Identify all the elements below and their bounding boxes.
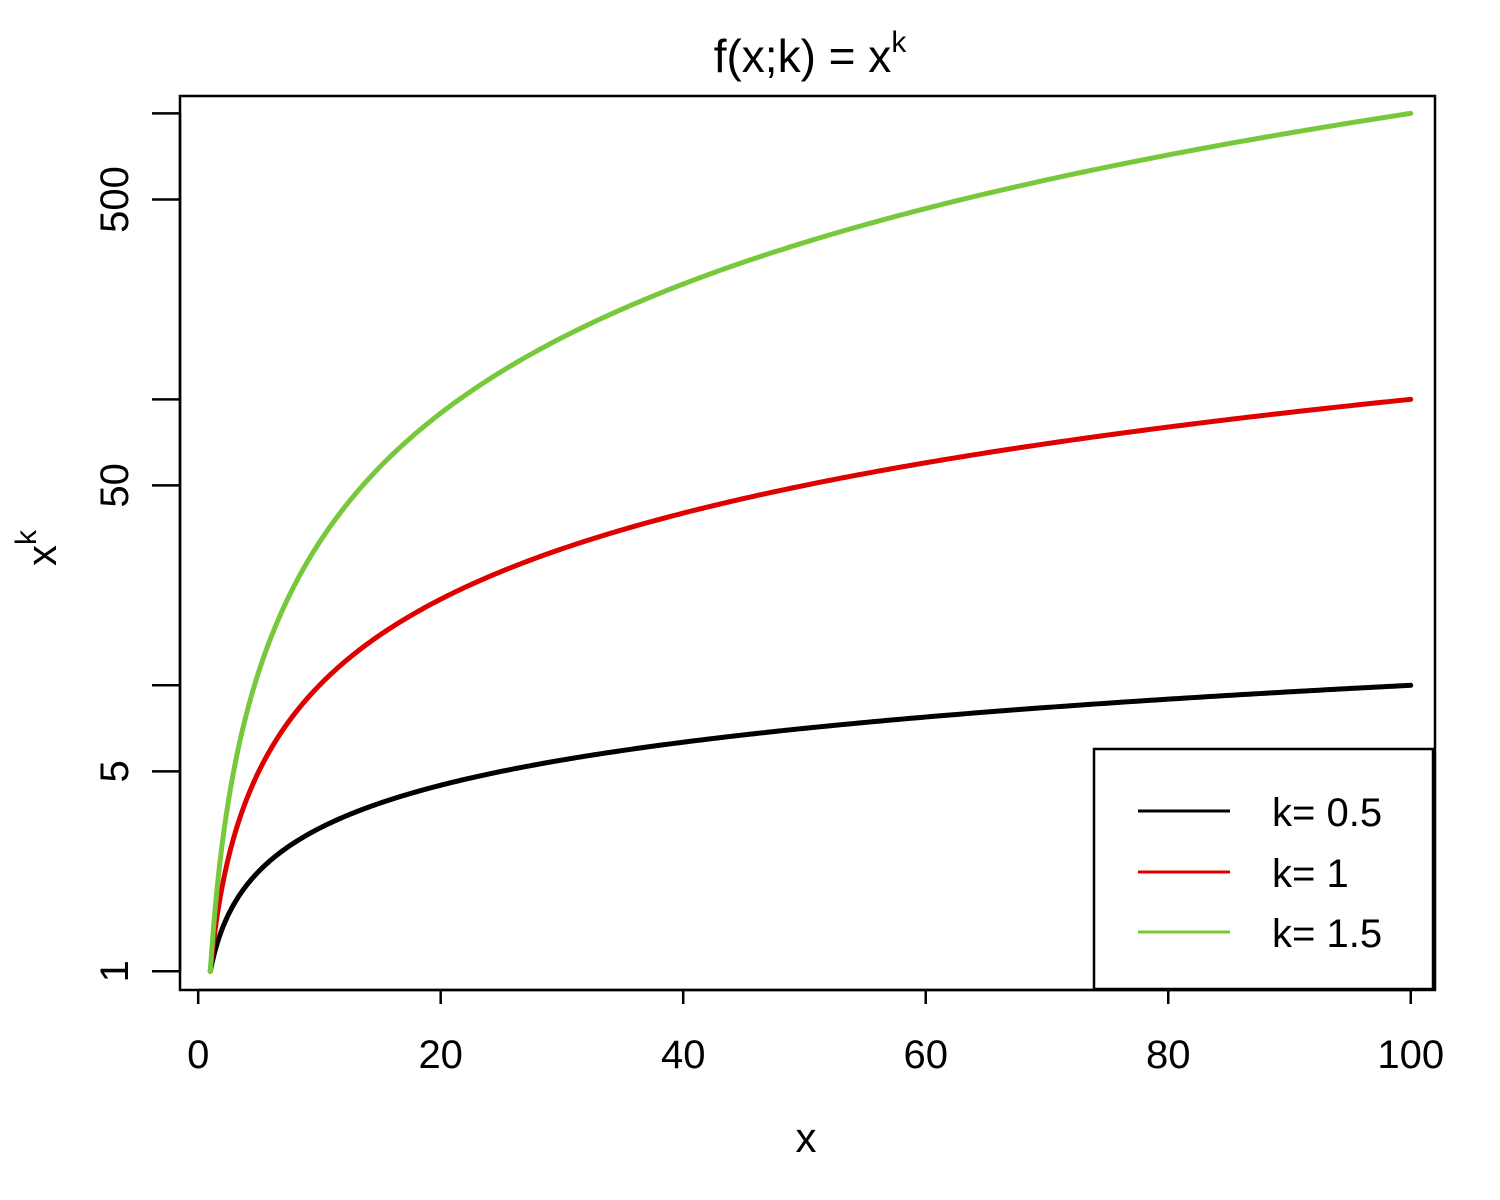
legend-label-k-1-5: k= 1.5 [1272,912,1382,956]
legend-label-k-1: k= 1 [1272,852,1349,896]
x-axis-label: x [796,1114,817,1161]
y-tick-label: 1 [93,960,137,982]
chart-title-main: f(x;k) = x [714,30,892,82]
x-tick-label: 60 [903,1033,948,1077]
legend: k= 0.5 k= 1 k= 1.5 [1092,747,1435,991]
x-tick-label: 20 [418,1033,463,1077]
y-axis-label-superscript: k [10,529,43,545]
y-axis-label-main: x [18,545,65,566]
y-axis-label: xk [10,529,65,566]
series-line-0 [207,682,1414,974]
series-line-1 [207,396,1414,974]
y-tick-label: 500 [93,166,137,233]
y-axis: 1 5 50 500 [93,112,182,982]
chart-title-superscript: k [891,26,907,59]
y-tick-label: 5 [93,760,137,782]
x-axis: 0 20 40 60 80 100 [187,988,1444,1077]
series-line-2 [207,110,1414,974]
legend-label-k-0-5: k= 0.5 [1272,791,1382,835]
x-tick-label: 100 [1377,1033,1444,1077]
x-tick-label: 40 [661,1033,706,1077]
legend-box [1092,747,1435,991]
series-layer [207,110,1414,974]
chart-title: f(x;k) = xk [714,26,908,82]
x-tick-label: 0 [187,1033,209,1077]
x-tick-label: 80 [1146,1033,1191,1077]
y-tick-label: 50 [93,463,137,508]
